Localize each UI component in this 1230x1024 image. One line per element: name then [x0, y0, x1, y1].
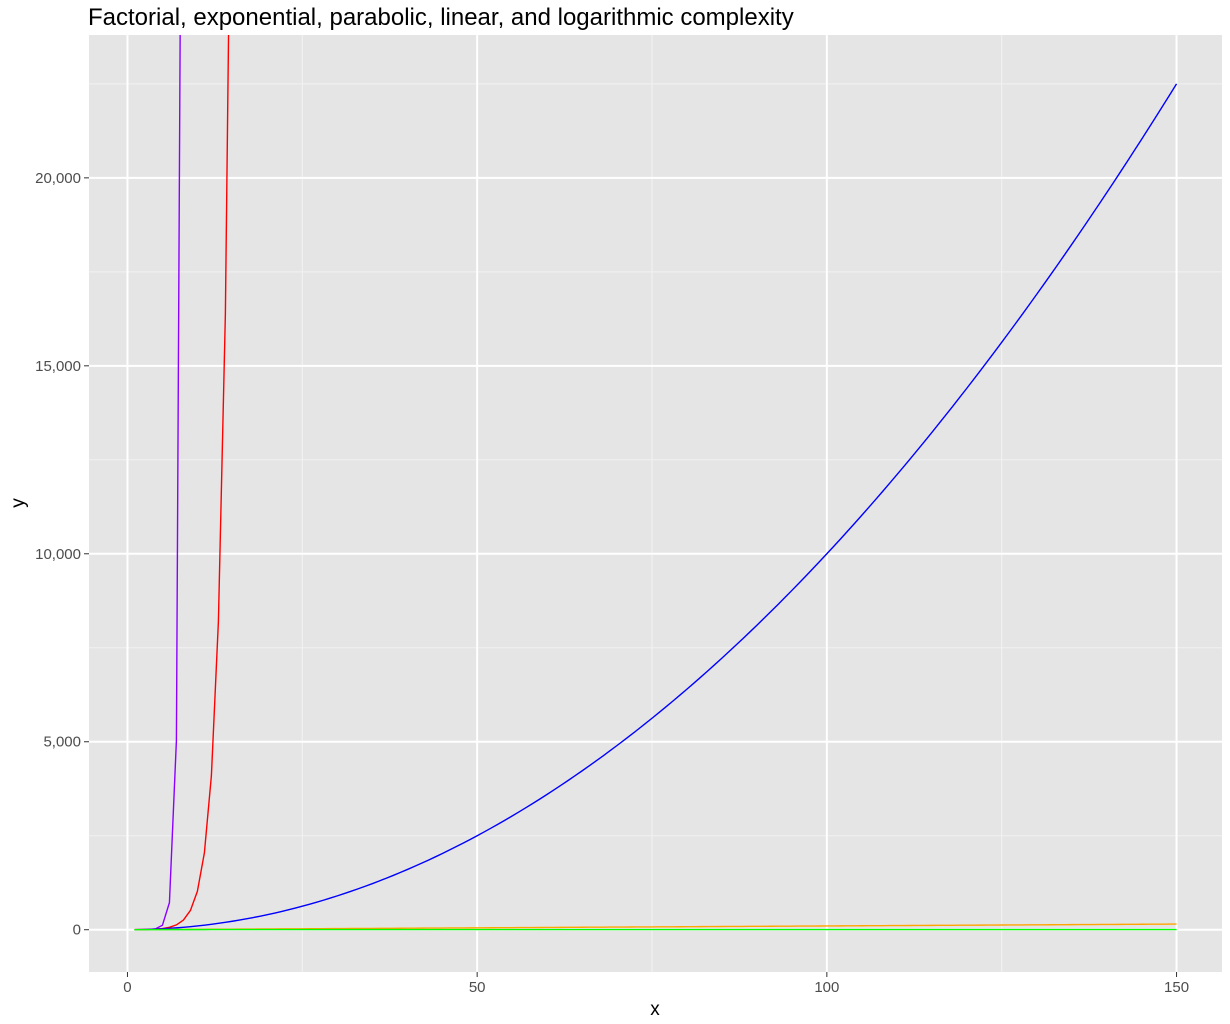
- y-axis: 0 5,000 10,000 15,000 20,000: [35, 170, 89, 939]
- y-axis-title: y: [8, 498, 29, 508]
- y-tick-label: 10,000: [35, 546, 81, 563]
- minor-gridlines: [89, 35, 1222, 972]
- series-line: [134, 923, 1177, 931]
- chart-title: Factorial, exponential, parabolic, linea…: [88, 4, 794, 31]
- plot-panel: [89, 35, 1222, 972]
- y-tick-label: 0: [73, 922, 81, 939]
- x-tick-label: 150: [1164, 979, 1189, 996]
- x-axis-title: x: [650, 999, 660, 1020]
- series-line: [134, 83, 1178, 931]
- x-axis: 0 50 100 150: [123, 972, 1189, 996]
- y-tick-label: 5,000: [43, 734, 81, 751]
- x-tick-label: 50: [469, 979, 486, 996]
- x-tick-label: 100: [814, 979, 839, 996]
- y-tick-label: 20,000: [35, 170, 81, 187]
- x-tick-label: 0: [123, 979, 131, 996]
- y-tick-label: 15,000: [35, 358, 81, 375]
- major-gridlines: [89, 35, 1222, 972]
- series-layer: [134, 35, 1178, 931]
